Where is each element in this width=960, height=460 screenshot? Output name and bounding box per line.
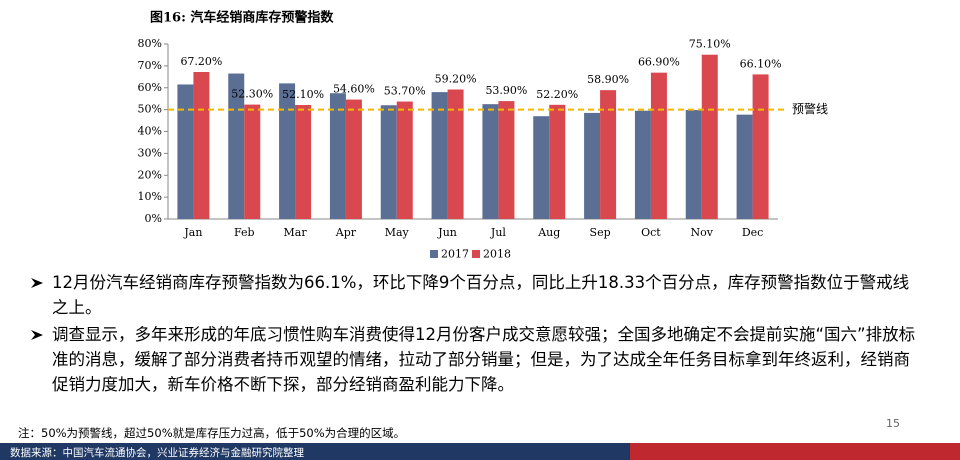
legend-swatch <box>430 250 438 258</box>
legend-swatch <box>472 250 480 258</box>
reference-label: 预警线 <box>792 101 828 116</box>
y-tick-label: 70% <box>138 59 162 72</box>
x-tick-label: Jan <box>183 226 202 239</box>
x-tick-label: Feb <box>234 226 255 239</box>
x-tick-label: May <box>385 226 410 239</box>
value-label: 67.20% <box>180 55 222 68</box>
x-tick-label: Sep <box>590 226 611 239</box>
value-label: 53.90% <box>485 84 527 97</box>
bar <box>634 110 651 219</box>
value-label: 59.20% <box>435 73 477 86</box>
value-label: 75.10% <box>689 38 731 51</box>
note: 注：50%为预警线，超过50%就是库存压力过高，低于50%为合理的区域。 <box>18 426 406 440</box>
x-tick-label: Jul <box>490 226 506 239</box>
footer-accent <box>630 443 960 460</box>
bar <box>431 92 448 219</box>
x-tick-label: Mar <box>284 226 308 239</box>
bar <box>600 90 617 219</box>
page-number: 15 <box>886 417 900 430</box>
y-tick-label: 50% <box>138 103 162 116</box>
bar <box>380 105 397 219</box>
bullet-text: 12月份汽车经销商库存预警指数为66.1%，环比下降9个百分点，同比上升18.3… <box>52 273 910 317</box>
source: 数据来源：中国汽车流通协会，兴业证券经济与金融研究院整理 <box>10 447 304 459</box>
y-tick-label: 40% <box>138 125 162 138</box>
bullet-text: 调查显示，多年来形成的年底习惯性购车消费使得12月份客户成交意愿较强；全国多地确… <box>52 325 916 394</box>
bar <box>685 110 702 219</box>
legend-label: 2017 <box>441 248 469 261</box>
bar <box>498 101 515 219</box>
value-label: 54.60% <box>333 83 375 96</box>
bar <box>396 101 413 219</box>
bullet: 调查显示，多年来形成的年底习惯性购车消费使得12月份客户成交意愿较强；全国多地确… <box>30 322 920 397</box>
footer: 数据来源：中国汽车流通协会，兴业证券经济与金融研究院整理 <box>0 443 960 460</box>
bar <box>447 89 464 219</box>
value-label: 66.10% <box>740 57 782 70</box>
x-tick-label: Nov <box>691 226 714 239</box>
bullet-icon <box>31 330 43 340</box>
bullet-list: 12月份汽车经销商库存预警指数为66.1%，环比下降9个百分点，同比上升18.3… <box>30 270 920 399</box>
value-label: 53.70% <box>384 85 426 98</box>
value-label: 58.90% <box>587 73 629 86</box>
bar <box>295 105 312 219</box>
bar <box>701 54 718 219</box>
value-label: 52.10% <box>282 88 324 101</box>
y-tick-label: 60% <box>138 81 162 94</box>
bar <box>549 104 566 219</box>
y-tick-label: 80% <box>138 37 162 50</box>
bar <box>650 72 667 219</box>
bar <box>533 116 550 219</box>
y-tick-label: 20% <box>138 168 162 181</box>
legend-label: 2018 <box>483 248 511 261</box>
bullet-icon <box>31 278 43 288</box>
y-tick-label: 0% <box>145 212 162 225</box>
bar <box>279 83 296 219</box>
x-tick-label: Aug <box>537 226 560 239</box>
bar <box>584 112 601 219</box>
x-tick-label: Dec <box>742 226 764 239</box>
bar <box>752 74 769 219</box>
chart-title: 图16: 汽车经销商库存预警指数 <box>150 10 334 26</box>
value-label: 52.20% <box>536 88 578 101</box>
x-tick-label: Apr <box>335 226 357 239</box>
bar <box>345 99 362 219</box>
bar <box>329 93 346 219</box>
bar <box>244 104 261 219</box>
chart: 图16: 汽车经销商库存预警指数 0% 10% 20% 30% 40% 50% 60% 70%… <box>138 10 828 261</box>
y-tick-label: 10% <box>138 190 162 203</box>
bar <box>193 72 210 219</box>
x-tick-label: Jun <box>437 226 457 239</box>
bullet: 12月份汽车经销商库存预警指数为66.1%，环比下降9个百分点，同比上升18.3… <box>30 270 920 320</box>
bar <box>482 104 499 219</box>
x-tick-label: Oct <box>641 226 661 239</box>
bar <box>736 114 753 219</box>
value-label: 52.30% <box>231 88 273 101</box>
bar <box>177 84 194 219</box>
value-label: 66.90% <box>638 56 680 69</box>
y-tick-label: 30% <box>138 146 162 159</box>
